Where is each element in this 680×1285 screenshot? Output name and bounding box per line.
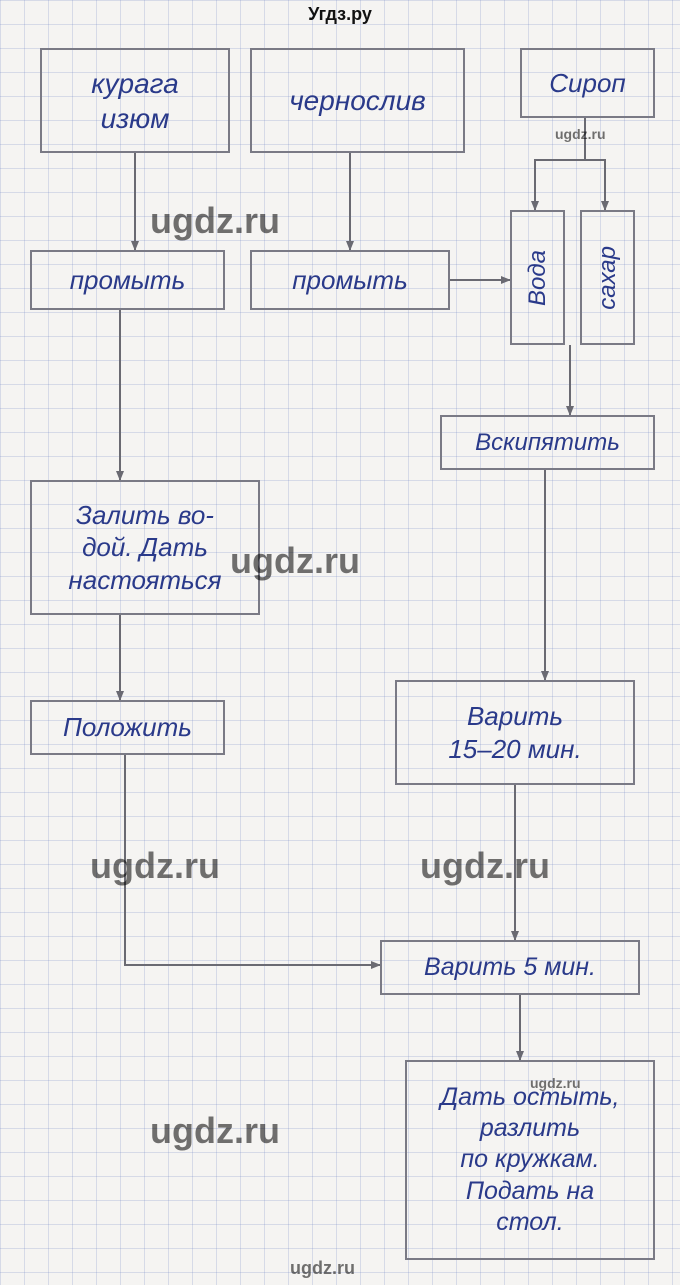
watermark-4: ugdz.ru xyxy=(420,845,550,887)
watermark-1: ugdz.ru xyxy=(150,200,280,242)
watermark-2: ugdz.ru xyxy=(230,540,360,582)
watermark-5: ugdz.ru xyxy=(150,1110,280,1152)
node-label: Варить 15–20 мин. xyxy=(448,700,581,765)
node-label: промыть xyxy=(70,264,186,297)
node-label: курага изюм xyxy=(91,66,178,136)
node-label: Сироп xyxy=(549,67,625,100)
watermark-3: ugdz.ru xyxy=(90,845,220,887)
watermark-0: ugdz.ru xyxy=(555,126,606,142)
flowchart-node-n7: сахар xyxy=(580,210,635,345)
node-label: Варить 5 мин. xyxy=(424,952,596,983)
flowchart-node-n8: Вскипятить xyxy=(440,415,655,470)
node-label: Положить xyxy=(63,711,192,744)
flowchart-node-n12: Варить 5 мин. xyxy=(380,940,640,995)
node-label: Вода xyxy=(523,250,553,306)
flowchart-node-n11: Варить 15–20 мин. xyxy=(395,680,635,785)
watermark-6: ugdz.ru xyxy=(530,1075,581,1091)
node-label: чернослив xyxy=(289,83,426,118)
node-label: промыть xyxy=(292,264,408,297)
flowchart-node-n5: промыть xyxy=(250,250,450,310)
node-label: Залить во- дой. Дать настояться xyxy=(68,499,221,597)
flowchart-node-n4: промыть xyxy=(30,250,225,310)
flowchart-node-n9: Залить во- дой. Дать настояться xyxy=(30,480,260,615)
node-label: Вскипятить xyxy=(475,428,620,458)
flowchart-node-n6: Вода xyxy=(510,210,565,345)
flowchart-node-n10: Положить xyxy=(30,700,225,755)
watermark-7: ugdz.ru xyxy=(290,1258,355,1279)
page-title: Угдз.ру xyxy=(0,4,680,25)
node-label: сахар xyxy=(593,246,623,310)
flowchart-node-n3: Сироп xyxy=(520,48,655,118)
flowchart-node-n2: чернослив xyxy=(250,48,465,153)
node-label: Дать остыть, разлить по кружкам. Подать … xyxy=(441,1082,620,1238)
flowchart-node-n1: курага изюм xyxy=(40,48,230,153)
